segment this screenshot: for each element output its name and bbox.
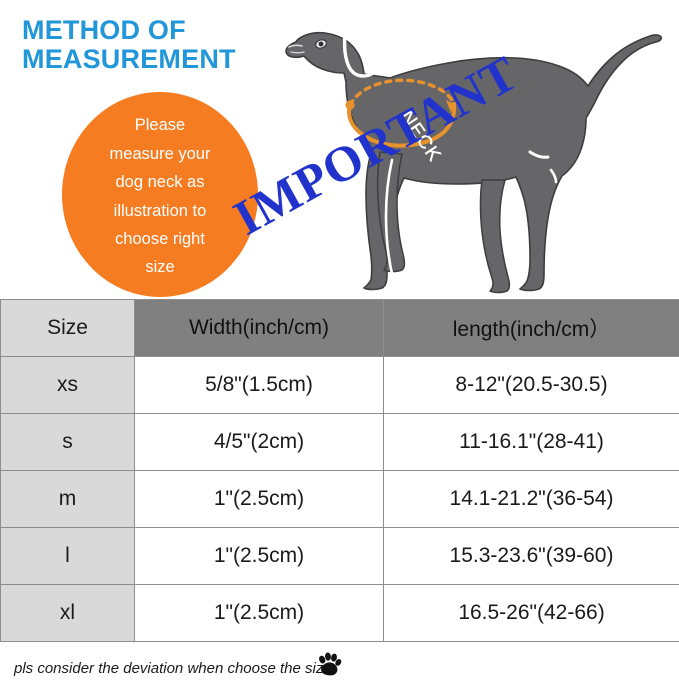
cell-length: 14.1-21.2"(36-54) [383,470,679,528]
measurement-instruction-callout: Please measure your dog neck as illustra… [62,92,258,297]
cell-size: xl [0,584,135,642]
cell-length: 15.3-23.6"(39-60) [383,527,679,585]
table-row: l 1"(2.5cm) 15.3-23.6"(39-60) [0,527,679,585]
dog-rear-leg [479,179,511,294]
size-chart-table: Size Width(inch/cm) length(inch/cm） xs 5… [0,299,679,642]
table-row: s 4/5"(2cm) 11-16.1"(28-41) [0,413,679,471]
page-title: METHOD OF MEASUREMENT [22,15,236,75]
size-chart-table-container: Size Width(inch/cm) length(inch/cm） xs 5… [0,299,679,642]
callout-text: Please measure your dog neck as illustra… [109,116,211,277]
paw-print-icon [316,652,342,678]
column-header-width: Width(inch/cm) [134,299,384,357]
table-header-row: Size Width(inch/cm) length(inch/cm） [0,299,679,357]
column-header-size: Size [0,299,135,357]
footer-note-text: pls consider the deviation when choose t… [14,660,336,677]
cell-width: 4/5"(2cm) [134,413,384,471]
cell-width: 1"(2.5cm) [134,584,384,642]
dog-front-leg [376,151,406,273]
table-row: xl 1"(2.5cm) 16.5-26"(42-66) [0,584,679,642]
table-row: xs 5/8"(1.5cm) 8-12"(20.5-30.5) [0,356,679,414]
column-header-length: length(inch/cm） [383,299,679,357]
cell-size: s [0,413,135,471]
dog-muzzle-detail [288,44,305,54]
cell-width: 5/8"(1.5cm) [134,356,384,414]
cell-length: 11-16.1"(28-41) [383,413,679,471]
footer-note: pls consider the deviation when choose t… [14,660,336,677]
cell-size: xs [0,356,135,414]
cell-length: 16.5-26"(42-66) [383,584,679,642]
cell-size: l [0,527,135,585]
cell-width: 1"(2.5cm) [134,527,384,585]
cell-length: 8-12"(20.5-30.5) [383,356,679,414]
cell-width: 1"(2.5cm) [134,470,384,528]
dog-ear [342,10,381,78]
dog-eye [315,39,327,49]
dog-illustration: NECK [268,0,679,300]
dog-contour-lines [384,150,558,280]
dog-body-shape [285,31,663,292]
cell-size: m [0,470,135,528]
neck-measure-ring [345,78,457,148]
table-row: m 1"(2.5cm) 14.1-21.2"(36-54) [0,470,679,528]
